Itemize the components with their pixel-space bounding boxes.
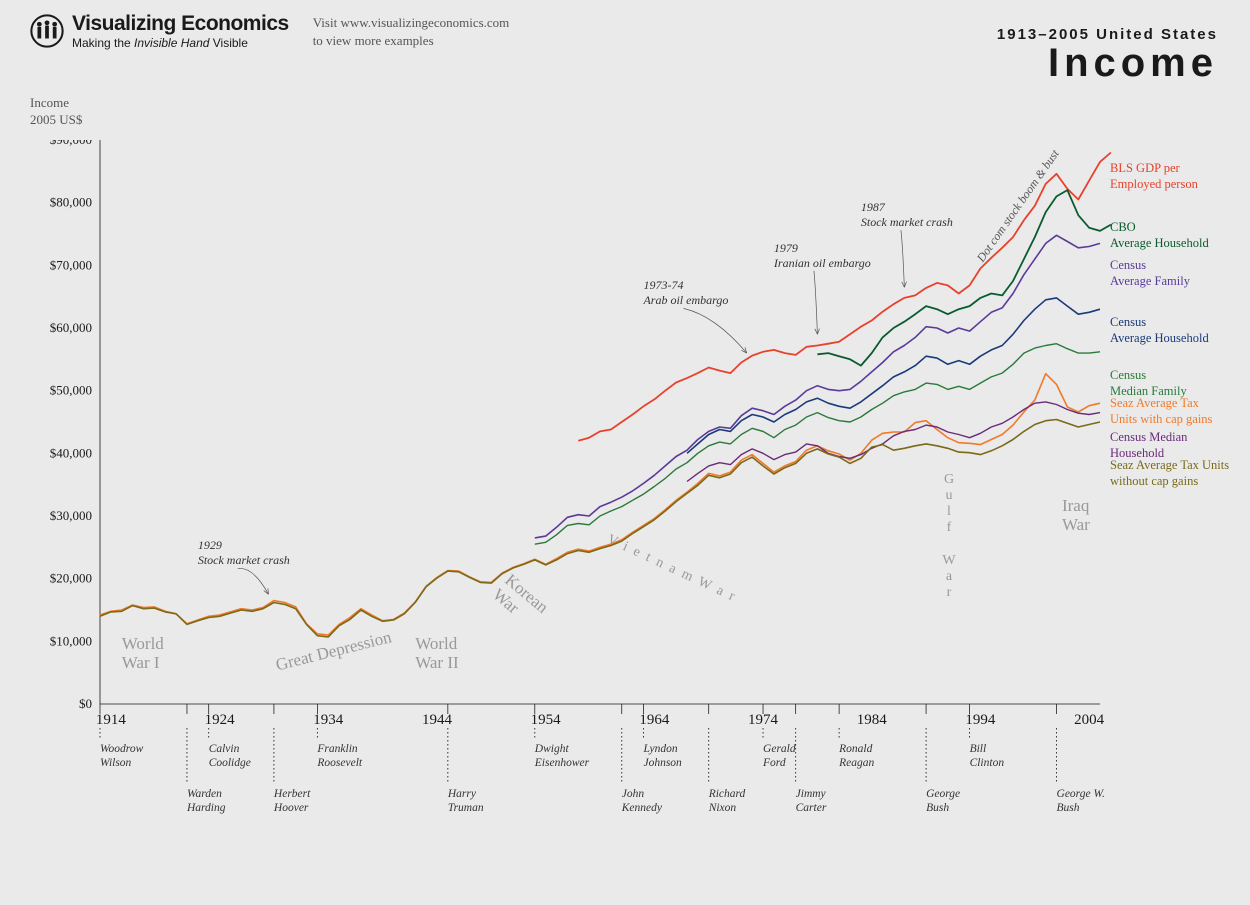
x-tick-label: 1984 xyxy=(857,712,888,728)
series-label-bls-gdp: BLS GDP perEmployed person xyxy=(1110,161,1198,192)
visit-text: Visit www.visualizingeconomics.com to vi… xyxy=(313,14,510,50)
x-tick-label: 1954 xyxy=(531,712,562,728)
president-label: RonaldReagan xyxy=(839,742,874,771)
y-tick-label: $30,000 xyxy=(50,508,92,523)
era-label: WorldWar II xyxy=(415,635,458,672)
president-label: DwightEisenhower xyxy=(535,742,589,771)
president-label: CalvinCoolidge xyxy=(209,742,251,771)
era-label: Gulf War xyxy=(942,472,955,601)
era-label: WorldWar I xyxy=(122,635,164,672)
president-label: JimmyCarter xyxy=(796,787,827,816)
brand-subtitle: Making the Invisible Hand Visible xyxy=(72,36,289,50)
y-tick-label: $70,000 xyxy=(50,257,92,272)
era-label: IraqWar xyxy=(1062,497,1090,534)
president-label: George W.Bush xyxy=(1057,787,1105,816)
president-label: LyndonJohnson xyxy=(643,742,681,771)
series-label-census-avg-household: CensusAverage Household xyxy=(1110,315,1209,346)
y-tick-label: $50,000 xyxy=(50,383,92,398)
president-label: HarryTruman xyxy=(448,787,484,816)
series-label-census-avg-family: CensusAverage Family xyxy=(1110,258,1190,289)
president-label: WardenHarding xyxy=(187,787,226,816)
series-census-median-household xyxy=(687,402,1100,482)
page-title: 1913–2005 United States Income xyxy=(997,26,1218,86)
president-label: JohnKennedy xyxy=(622,787,662,816)
header: Visualizing Economics Making the Invisib… xyxy=(30,12,509,50)
series-census-avg-family xyxy=(535,235,1100,538)
title-main: Income xyxy=(997,41,1218,86)
annotation: 1973-74Arab oil embargo xyxy=(643,278,728,308)
president-label: GeraldFord xyxy=(763,742,796,771)
x-tick-label: 1994 xyxy=(965,712,996,728)
president-label: FranklinRoosevelt xyxy=(317,742,362,771)
series-label-census-median-household: Census MedianHousehold xyxy=(1110,430,1187,461)
x-tick-label: 1934 xyxy=(313,712,344,728)
y-axis-label: Income 2005 US$ xyxy=(30,95,82,129)
president-label: GeorgeBush xyxy=(926,787,960,816)
annotation: 1929Stock market crash xyxy=(198,538,290,568)
annotation: 1987Stock market crash xyxy=(861,200,953,230)
series-label-cbo-avg-household: CBOAverage Household xyxy=(1110,220,1209,251)
president-label: RichardNixon xyxy=(709,787,746,816)
y-tick-label: $80,000 xyxy=(50,195,92,210)
brand-title: Visualizing Economics xyxy=(72,12,289,36)
president-label: BillClinton xyxy=(970,742,1005,771)
logo-icon xyxy=(30,14,64,48)
y-tick-label: $10,000 xyxy=(50,633,92,648)
y-tick-label: $0 xyxy=(79,696,92,711)
x-tick-label: 1964 xyxy=(639,712,670,728)
y-tick-label: $40,000 xyxy=(50,445,92,460)
y-tick-label: $20,000 xyxy=(50,571,92,586)
annotation: 1979Iranian oil embargo xyxy=(774,241,871,271)
x-tick-label: 1974 xyxy=(748,712,779,728)
president-label: HerbertHoover xyxy=(274,787,310,816)
y-tick-label: $60,000 xyxy=(50,320,92,335)
x-tick-label: 1944 xyxy=(422,712,453,728)
series-label-seaz-with-gains: Seaz Average TaxUnits with cap gains xyxy=(1110,396,1212,427)
series-label-census-median-family: CensusMedian Family xyxy=(1110,368,1187,399)
x-tick-label: 1924 xyxy=(205,712,236,728)
brand-logo: Visualizing Economics Making the Invisib… xyxy=(30,12,289,50)
president-label: WoodrowWilson xyxy=(100,742,143,771)
series-census-median-family xyxy=(535,344,1100,545)
series-label-seaz-without-gains: Seaz Average Tax Unitswithout cap gains xyxy=(1110,458,1229,489)
y-tick-label: $90,000 xyxy=(50,140,92,147)
x-tick-label: 1914 xyxy=(96,712,127,728)
x-tick-label: 2004 xyxy=(1074,712,1105,728)
